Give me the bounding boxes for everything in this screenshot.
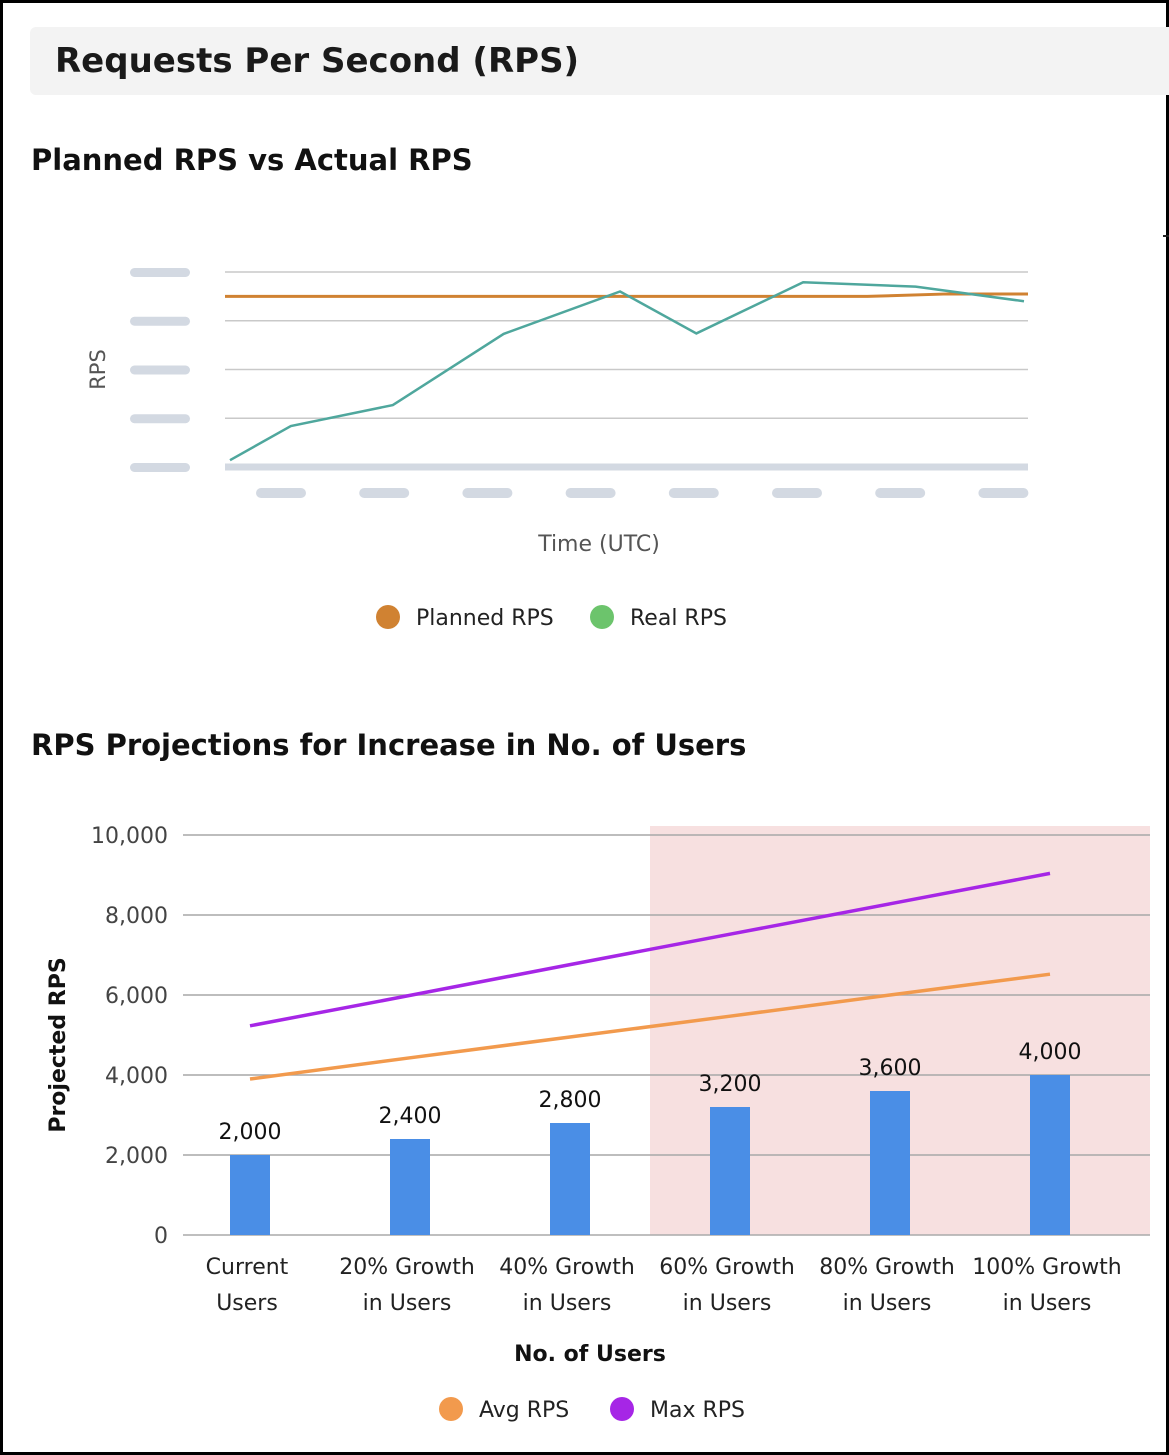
x-tick-label: 60% Growth in Users	[659, 1255, 795, 1316]
series-line-real-rps	[229, 280, 1025, 462]
x-tick-label: 20% Growth in Users	[339, 1255, 475, 1316]
y-axis-title: RPS	[86, 349, 110, 390]
y-tick-label: 2,000	[105, 1144, 168, 1169]
y-axis-title: Projected RPS	[46, 957, 71, 1132]
x-tick-label-placeholder	[978, 488, 1029, 498]
bar	[550, 1123, 590, 1235]
y-tick-label: 4,000	[105, 1064, 168, 1089]
y-tick-label-placeholder	[130, 365, 190, 375]
x-tick-label-placeholder	[359, 488, 410, 498]
legend-label: Avg RPS	[479, 1398, 569, 1423]
bar	[390, 1139, 430, 1235]
y-tick-label: 10,000	[91, 824, 168, 849]
page-header: Requests Per Second (RPS)	[30, 27, 1169, 95]
x-axis-title: Time (UTC)	[537, 532, 660, 557]
legend-marker	[439, 1397, 463, 1421]
y-tick-label-placeholder	[130, 316, 190, 326]
x-tick-label-placeholder	[256, 488, 306, 498]
bar	[1030, 1075, 1070, 1235]
chart-title-rps-projections: RPS Projections for Increase in No. of U…	[31, 728, 747, 762]
legend-label: Planned RPS	[416, 606, 554, 631]
bar	[230, 1155, 270, 1235]
bar	[710, 1107, 750, 1235]
y-tick-label: 6,000	[105, 984, 168, 1009]
y-tick-label-placeholder	[130, 414, 190, 424]
rps-projections-bar-chart: 0 2,000 4,000 6,000 8,000 10,000 2,000 2,400 2,8…	[46, 824, 1150, 1423]
y-tick-label-placeholder	[130, 463, 190, 472]
series-line-avg-rps	[249, 972, 1051, 1081]
bar-data-label: 3,200	[699, 1072, 762, 1097]
x-tick-label: 80% Growth in Users	[819, 1255, 955, 1316]
bar-data-label: 2,800	[539, 1088, 602, 1113]
legend-marker	[376, 605, 400, 629]
y-tick-label: 8,000	[105, 904, 168, 929]
x-axis-title: No. of Users	[514, 1342, 666, 1367]
x-tick-label: Current Users	[206, 1255, 289, 1316]
x-tick-label-placeholder	[772, 488, 822, 498]
legend-marker	[610, 1397, 634, 1421]
x-tick-label-placeholder	[875, 488, 926, 498]
legend-label: Real RPS	[630, 606, 727, 631]
bar	[870, 1091, 910, 1235]
bar-data-label: 3,600	[859, 1056, 922, 1081]
chart-title-planned-vs-actual: Planned RPS vs Actual RPS	[31, 143, 473, 177]
edge-tick-mark	[1163, 235, 1169, 237]
planned-vs-actual-line-chart: RPS Time (UTC) Planned RPS Real RPS	[86, 268, 1029, 631]
x-tick-label-placeholder	[565, 488, 616, 498]
legend-marker	[590, 605, 614, 629]
bar-data-label: 2,400	[379, 1104, 442, 1129]
x-tick-label-placeholder	[462, 488, 513, 498]
y-tick-label-placeholder	[130, 268, 190, 277]
x-tick-label: 100% Growth in Users	[972, 1255, 1122, 1316]
x-tick-label: 40% Growth in Users	[499, 1255, 635, 1316]
bar-data-label: 4,000	[1019, 1040, 1082, 1065]
page-title: Requests Per Second (RPS)	[55, 41, 580, 81]
bar-data-label: 2,000	[219, 1120, 282, 1145]
y-tick-label: 0	[154, 1224, 168, 1249]
legend-label: Max RPS	[650, 1398, 745, 1423]
x-tick-label-placeholder	[668, 488, 719, 498]
series-line-max-rps	[249, 871, 1051, 1028]
